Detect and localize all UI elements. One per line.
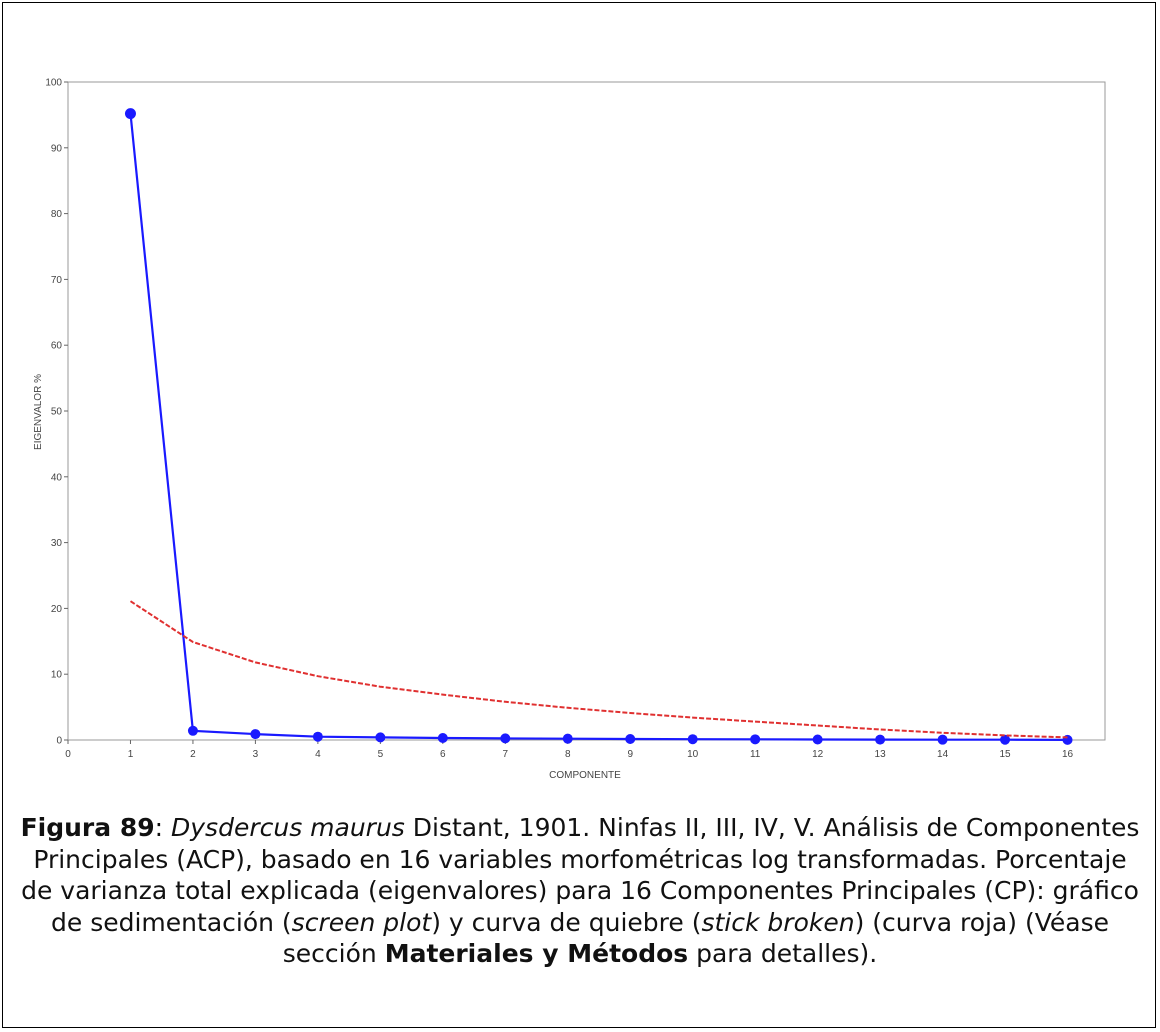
scree-point <box>250 729 261 740</box>
scree-point <box>375 732 386 743</box>
y-tick-label: 90 <box>51 143 63 154</box>
caption-section-ref: Materiales y Métodos <box>384 939 689 968</box>
x-tick-label: 12 <box>812 749 824 760</box>
x-tick-label: 8 <box>565 749 571 760</box>
scree-point <box>687 734 698 745</box>
caption-text-2: ) y curva de quiebre ( <box>431 907 702 937</box>
scree-point <box>875 734 886 745</box>
series-layer <box>124 108 1073 745</box>
scree-point <box>937 734 948 745</box>
scree-point <box>187 725 198 736</box>
scree-point <box>437 733 448 744</box>
x-tick-label: 4 <box>315 749 321 760</box>
scree-point <box>500 733 511 744</box>
x-tick-label: 5 <box>378 749 384 760</box>
scree-point <box>124 108 136 120</box>
x-tick-label: 9 <box>627 749 633 760</box>
y-tick-label: 30 <box>51 538 63 549</box>
x-tick-label: 6 <box>440 749 446 760</box>
scree-point <box>750 734 761 745</box>
x-tick-label: 0 <box>65 749 71 760</box>
x-axis: 0 1 2 3 4 5 6 7 8 9 10 11 12 13 14 15 16 <box>65 740 1074 760</box>
x-tick-label: 16 <box>1062 749 1074 760</box>
y-tick-label: 70 <box>51 275 63 286</box>
scree-point <box>812 734 823 745</box>
y-tick-label: 100 <box>45 78 62 89</box>
x-tick-label: 15 <box>999 749 1011 760</box>
caption-separator: : <box>154 813 171 842</box>
species-name: Dysdercus maurus <box>171 813 405 842</box>
x-tick-label: 14 <box>937 749 949 760</box>
x-tick-label: 11 <box>750 749 761 760</box>
x-tick-label: 1 <box>128 749 134 760</box>
y-tick-label: 80 <box>51 209 63 220</box>
y-tick-label: 50 <box>51 407 63 418</box>
x-tick-label: 7 <box>503 749 509 760</box>
plot-area-border <box>67 81 1106 741</box>
x-axis-label: COMPONENTE <box>549 770 621 781</box>
y-tick-label: 40 <box>51 472 63 483</box>
caption-text-4: para detalles). <box>688 939 878 968</box>
scree-point <box>1000 734 1011 745</box>
caption-term-stick-broken: stick broken <box>701 907 855 937</box>
x-tick-label: 10 <box>687 749 699 760</box>
x-tick-label: 3 <box>253 749 259 760</box>
caption-text-1: Distant, 1901. Ninfas II, III, IV, V. An… <box>21 813 1140 937</box>
y-axis-label: EIGENVALOR % <box>33 374 44 450</box>
y-tick-label: 60 <box>51 341 63 352</box>
caption-text-3: ) (curva roja) (Véase sección <box>282 907 1109 969</box>
y-tick-label: 10 <box>51 670 63 681</box>
broken-stick-line <box>129 600 1068 739</box>
y-tick-label: 0 <box>56 736 62 747</box>
y-tick-label: 20 <box>51 604 63 615</box>
caption-term-screen-plot: screen plot <box>291 907 432 937</box>
scree-point <box>625 734 636 745</box>
x-tick-label: 13 <box>875 749 887 760</box>
scree-point <box>562 733 573 744</box>
scree-line <box>129 113 1068 742</box>
y-axis: 0 10 20 30 40 50 60 70 80 90 100 <box>45 78 68 747</box>
figure-number: Figura 89 <box>20 813 155 842</box>
x-tick-label: 2 <box>190 749 196 760</box>
scree-point <box>312 731 323 742</box>
figure-caption: Figura 89: Dysdercus maurus Distant, 190… <box>20 812 1140 970</box>
